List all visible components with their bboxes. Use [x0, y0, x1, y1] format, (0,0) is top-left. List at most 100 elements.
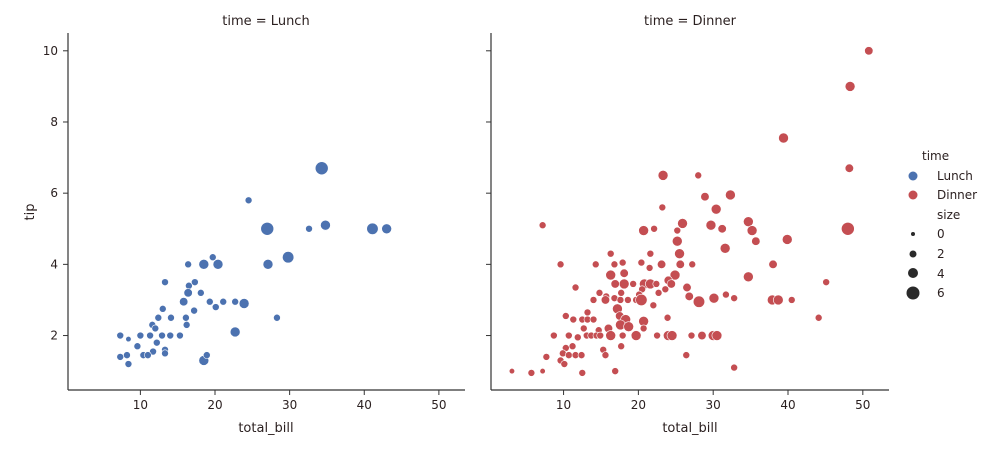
data-point — [273, 313, 281, 322]
data-point — [565, 331, 573, 340]
data-point — [144, 351, 152, 359]
data-point — [161, 349, 169, 358]
data-point — [260, 221, 275, 236]
y-tick-label: 2 — [50, 329, 58, 343]
data-point — [661, 285, 670, 294]
data-point — [705, 219, 717, 231]
data-point — [844, 81, 856, 92]
x-tick-label: 30 — [706, 398, 721, 412]
data-point — [637, 258, 646, 267]
data-point — [184, 260, 192, 269]
data-point — [708, 292, 720, 304]
x-axis-label: total_bill — [662, 421, 717, 436]
data-point — [589, 296, 598, 304]
data-point — [539, 368, 546, 375]
data-point — [710, 203, 722, 215]
data-point — [282, 251, 295, 264]
legend-marker-dinner — [908, 190, 918, 200]
x-tick-label: 10 — [556, 398, 571, 412]
legend-marker-lunch — [908, 171, 918, 181]
data-point — [305, 224, 313, 233]
data-point — [722, 290, 730, 299]
data-point — [630, 330, 642, 341]
x-tick-label: 20 — [207, 398, 222, 412]
data-point — [542, 353, 551, 361]
data-point — [179, 297, 189, 307]
data-point — [595, 289, 604, 297]
data-point — [579, 324, 588, 333]
x-axis-label: total_bill — [238, 421, 293, 436]
data-point — [565, 351, 573, 359]
data-point — [675, 259, 685, 269]
data-point — [610, 260, 619, 269]
data-point — [583, 308, 592, 317]
data-point — [589, 315, 598, 324]
data-point — [183, 288, 193, 298]
data-point — [211, 303, 220, 311]
data-point — [212, 259, 224, 270]
x-tick-label: 10 — [133, 398, 148, 412]
data-point — [649, 301, 658, 310]
data-point — [751, 236, 761, 246]
y-axis-label: tip — [23, 204, 38, 221]
data-point — [711, 330, 723, 341]
data-point — [133, 342, 142, 351]
data-point — [841, 221, 855, 236]
y-tick-label: 4 — [50, 257, 58, 271]
data-point — [674, 248, 685, 259]
data-point — [262, 259, 274, 270]
data-point — [158, 305, 167, 313]
data-point — [719, 243, 731, 254]
legend-size-0: 0 — [937, 227, 945, 241]
data-point — [596, 331, 605, 340]
data-point — [182, 321, 191, 329]
legend-size-2: 2 — [937, 247, 945, 261]
data-point — [550, 331, 558, 340]
data-point — [238, 298, 250, 309]
x-tick-label: 40 — [780, 398, 795, 412]
data-point — [158, 331, 166, 340]
data-point — [560, 360, 569, 368]
data-point — [151, 324, 160, 333]
data-point — [600, 295, 611, 305]
data-point — [673, 226, 682, 235]
data-point — [746, 225, 758, 236]
data-point — [314, 161, 329, 176]
data-point — [527, 369, 536, 377]
data-point — [167, 313, 175, 322]
data-point — [639, 324, 648, 333]
data-point — [697, 330, 707, 341]
data-point — [778, 132, 789, 144]
legend-size-marker — [911, 232, 915, 236]
data-point — [610, 279, 620, 289]
data-point — [605, 330, 616, 341]
data-point — [864, 46, 874, 56]
data-point — [682, 351, 691, 359]
x-tick-label: 50 — [431, 398, 446, 412]
data-point — [645, 264, 654, 272]
data-point — [638, 225, 649, 236]
legend-size-marker — [909, 250, 917, 258]
data-point — [244, 196, 253, 205]
data-point — [663, 313, 672, 322]
data-point — [652, 280, 661, 288]
data-point — [197, 289, 205, 297]
data-point — [161, 278, 169, 286]
data-point — [624, 296, 632, 304]
data-point — [153, 338, 161, 347]
data-point — [573, 333, 582, 342]
panel-dinner: time = Dinner total_bill 10 20 30 40 50 — [486, 14, 889, 436]
data-point — [781, 234, 793, 245]
data-point — [616, 296, 625, 304]
data-point — [611, 367, 619, 375]
x-tick-label: 30 — [282, 398, 297, 412]
data-point — [666, 330, 678, 341]
data-point — [623, 321, 634, 332]
data-point — [591, 260, 600, 269]
data-point — [768, 259, 778, 269]
data-point — [687, 331, 696, 340]
data-point — [569, 315, 578, 324]
legend-size-marker — [908, 268, 918, 278]
data-point — [650, 224, 658, 233]
data-point — [116, 331, 125, 340]
